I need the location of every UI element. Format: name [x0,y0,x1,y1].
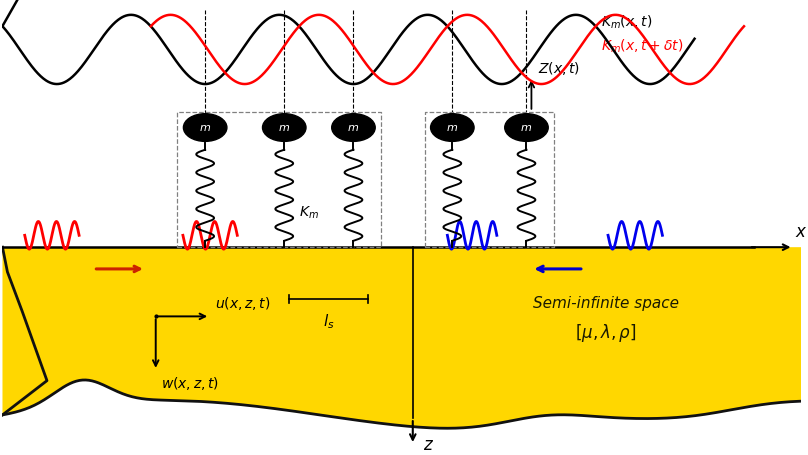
Text: $K_m$: $K_m$ [299,204,319,221]
Text: $m$: $m$ [347,122,360,132]
Text: $K_m(x,t+\delta t)$: $K_m(x,t+\delta t)$ [600,38,683,55]
Text: $m$: $m$ [520,122,532,132]
Text: $[\mu, \lambda, \rho]$: $[\mu, \lambda, \rho]$ [574,322,637,344]
Text: $m$: $m$ [446,122,458,132]
Ellipse shape [431,114,474,142]
Text: $m$: $m$ [199,122,211,132]
Text: $w(x,z,t)$: $w(x,z,t)$ [161,375,219,392]
Ellipse shape [183,114,227,142]
Ellipse shape [332,114,375,142]
Text: $z$: $z$ [423,436,434,454]
Text: $m$: $m$ [278,122,290,132]
Text: $K_m(x,t)$: $K_m(x,t)$ [600,14,652,31]
Text: $l_s$: $l_s$ [323,313,335,331]
Text: $u(x,z,t)$: $u(x,z,t)$ [215,295,271,313]
Ellipse shape [263,114,306,142]
Text: Semi-infinite space: Semi-infinite space [532,296,679,311]
Ellipse shape [505,114,549,142]
Text: $x$: $x$ [795,223,807,241]
Polygon shape [2,247,802,428]
Text: $Z(x,t)$: $Z(x,t)$ [538,60,580,77]
